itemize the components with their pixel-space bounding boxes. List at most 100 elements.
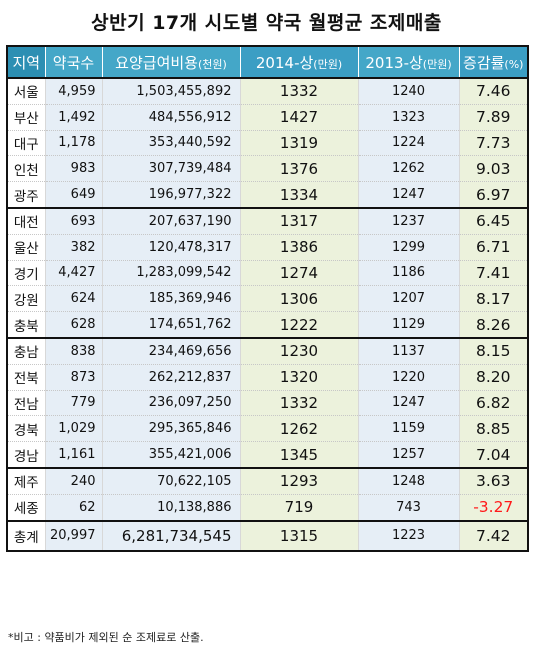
cell-rate: 6.82 — [458, 389, 529, 416]
cell-region: 광주 — [6, 181, 46, 208]
header-claims-unit: (천원) — [197, 57, 227, 71]
cell-pharmacies: 779 — [44, 389, 103, 416]
header-rate-unit: (%) — [504, 57, 524, 71]
cell-total-label: 총계 — [6, 519, 46, 552]
cell-claims: 1,503,455,892 — [101, 77, 241, 105]
cell-region: 서울 — [6, 77, 46, 105]
cell-2013: 743 — [357, 493, 460, 521]
cell-total-2014: 1315 — [239, 519, 359, 552]
cell-2013: 1299 — [357, 233, 460, 261]
cell-pharmacies: 62 — [44, 493, 103, 521]
cell-pharmacies: 4,959 — [44, 77, 103, 105]
cell-total-claims: 6,281,734,545 — [101, 519, 241, 552]
cell-claims: 307,739,484 — [101, 155, 241, 182]
cell-2014: 1320 — [239, 363, 359, 391]
cell-rate: 7.89 — [458, 103, 529, 131]
header-claims-label: 요양급여비용 — [115, 53, 198, 72]
cell-2013: 1237 — [357, 206, 460, 235]
cell-2014: 719 — [239, 493, 359, 521]
cell-claims: 174,651,762 — [101, 311, 241, 338]
table-row: 울산 382 120,478,317 1386 1299 6.71 — [6, 233, 529, 261]
footnote: *비고 : 약품비가 제외된 순 조제료로 산출. — [8, 631, 204, 644]
table-row: 충남 838 234,469,656 1230 1137 8.15 — [6, 336, 529, 365]
table-row: 충북 628 174,651,762 1222 1129 8.26 — [6, 311, 529, 338]
table-row: 경북 1,029 295,365,846 1262 1159 8.85 — [6, 415, 529, 442]
table-row: 대전 693 207,637,190 1317 1237 6.45 — [6, 206, 529, 235]
cell-rate: 3.63 — [458, 466, 529, 495]
cell-region: 경남 — [6, 441, 46, 468]
cell-claims: 355,421,006 — [101, 441, 241, 468]
cell-2014: 1317 — [239, 206, 359, 235]
cell-region: 전북 — [6, 363, 46, 391]
table-row: 서울 4,959 1,503,455,892 1332 1240 7.46 — [6, 77, 529, 105]
header-2014-unit: (만원) — [313, 57, 343, 71]
cell-2014: 1332 — [239, 77, 359, 105]
cell-pharmacies: 624 — [44, 285, 103, 312]
cell-region: 강원 — [6, 285, 46, 312]
cell-2014: 1345 — [239, 441, 359, 468]
cell-claims: 120,478,317 — [101, 233, 241, 261]
cell-rate: 9.03 — [458, 155, 529, 182]
cell-2013: 1224 — [357, 129, 460, 156]
cell-claims: 10,138,886 — [101, 493, 241, 521]
cell-region: 부산 — [6, 103, 46, 131]
cell-2014: 1376 — [239, 155, 359, 182]
cell-claims: 484,556,912 — [101, 103, 241, 131]
header-2013-label: 2013-상 — [365, 53, 423, 72]
cell-region: 충북 — [6, 311, 46, 338]
cell-claims: 185,369,946 — [101, 285, 241, 312]
cell-claims: 207,637,190 — [101, 206, 241, 235]
cell-rate: 7.46 — [458, 77, 529, 105]
cell-region: 인천 — [6, 155, 46, 182]
cell-region: 세종 — [6, 493, 46, 521]
cell-2014: 1262 — [239, 415, 359, 442]
cell-region: 대전 — [6, 206, 46, 235]
cell-pharmacies: 983 — [44, 155, 103, 182]
cell-2013: 1257 — [357, 441, 460, 468]
cell-rate: 7.73 — [458, 129, 529, 156]
cell-2013: 1323 — [357, 103, 460, 131]
cell-pharmacies: 693 — [44, 206, 103, 235]
cell-region: 제주 — [6, 466, 46, 495]
cell-2013: 1248 — [357, 466, 460, 495]
cell-2014: 1319 — [239, 129, 359, 156]
cell-2014: 1332 — [239, 389, 359, 416]
cell-2013: 1220 — [357, 363, 460, 391]
cell-total-2013: 1223 — [357, 519, 460, 552]
page-title: 상반기 17개 시도별 약국 월평균 조제매출 — [91, 12, 442, 34]
cell-total-pharmacies: 20,997 — [44, 519, 103, 552]
table-row: 인천 983 307,739,484 1376 1262 9.03 — [6, 155, 529, 182]
cell-claims: 234,469,656 — [101, 336, 241, 365]
cell-2014: 1386 — [239, 233, 359, 261]
cell-claims: 353,440,592 — [101, 129, 241, 156]
cell-claims: 1,283,099,542 — [101, 259, 241, 286]
cell-2014: 1306 — [239, 285, 359, 312]
cell-2013: 1240 — [357, 77, 460, 105]
cell-rate: 6.45 — [458, 206, 529, 235]
table-row: 강원 624 185,369,946 1306 1207 8.17 — [6, 285, 529, 312]
cell-2014: 1293 — [239, 466, 359, 495]
cell-region: 전남 — [6, 389, 46, 416]
cell-2013: 1247 — [357, 181, 460, 208]
cell-2014: 1334 — [239, 181, 359, 208]
cell-rate: 8.26 — [458, 311, 529, 338]
header-pharmacies: 약국수 — [44, 45, 103, 79]
cell-rate: 6.71 — [458, 233, 529, 261]
table-row: 경남 1,161 355,421,006 1345 1257 7.04 — [6, 441, 529, 468]
cell-rate-negative: -3.27 — [458, 493, 529, 521]
table-total-row: 총계 20,997 6,281,734,545 1315 1223 7.42 — [6, 519, 529, 552]
cell-2013: 1247 — [357, 389, 460, 416]
cell-rate: 7.04 — [458, 441, 529, 468]
cell-2013: 1137 — [357, 336, 460, 365]
cell-2014: 1427 — [239, 103, 359, 131]
header-region-label: 지역 — [12, 53, 41, 72]
cell-2013: 1207 — [357, 285, 460, 312]
cell-claims: 236,097,250 — [101, 389, 241, 416]
table-row: 전남 779 236,097,250 1332 1247 6.82 — [6, 389, 529, 416]
table-row: 광주 649 196,977,322 1334 1247 6.97 — [6, 181, 529, 208]
cell-pharmacies: 628 — [44, 311, 103, 338]
cell-2014: 1230 — [239, 336, 359, 365]
cell-pharmacies: 1,178 — [44, 129, 103, 156]
header-rate: 증감률(%) — [458, 45, 529, 79]
